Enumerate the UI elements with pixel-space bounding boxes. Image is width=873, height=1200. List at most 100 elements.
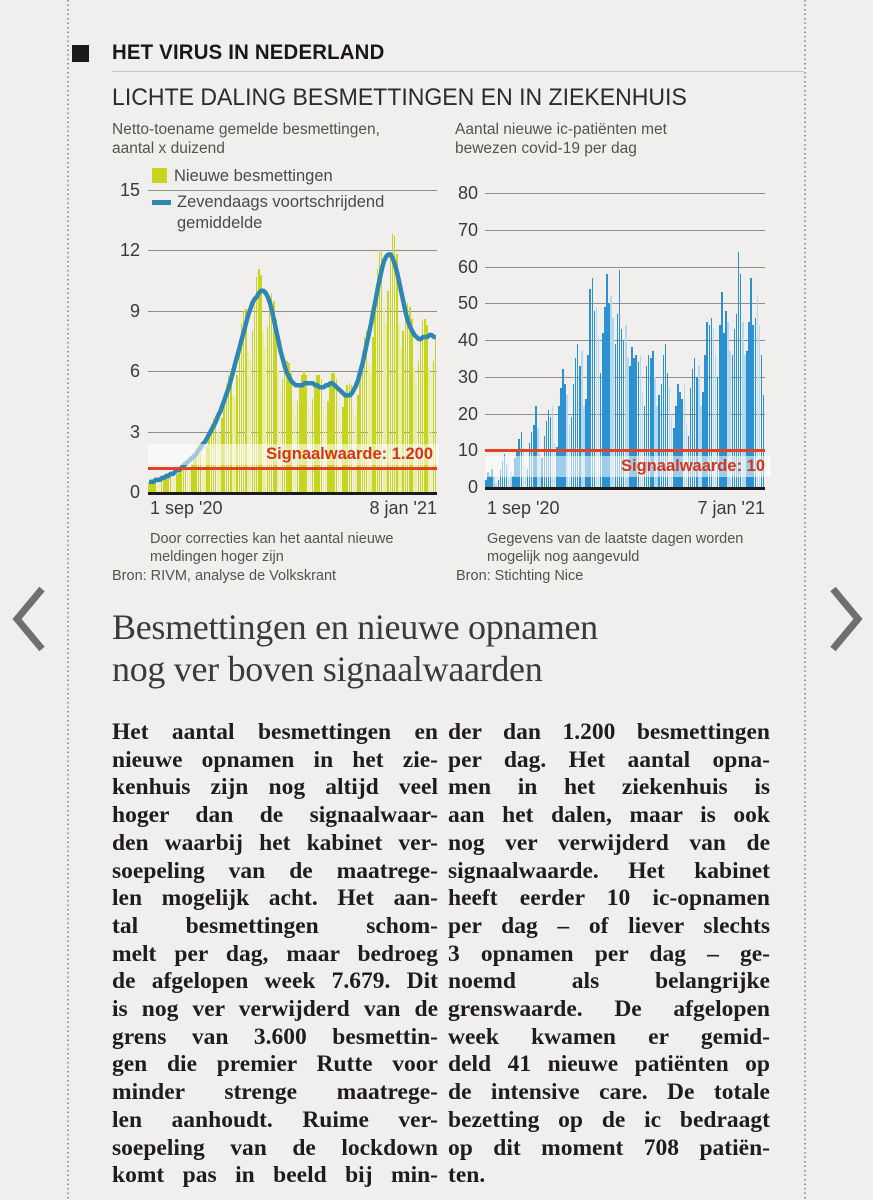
bar: [689, 387, 692, 487]
signal-value-line: [148, 466, 437, 470]
bar: [599, 373, 602, 487]
bar: [359, 371, 361, 492]
left-chart-note: Door correcties kan het aantal nieuwe me…: [150, 531, 394, 565]
bar: [393, 236, 396, 492]
article-column-left: Het aantal besmettingen en nieuwe opnamen…: [112, 719, 438, 1190]
body-line: heeft eerder 10 ic-opnamen: [448, 885, 770, 912]
bar: [348, 383, 351, 492]
bar: [758, 325, 761, 487]
bar: [727, 321, 729, 487]
bar: [277, 371, 279, 492]
body-line: gen die premier Rutte voor: [112, 1051, 438, 1078]
bar: [576, 343, 579, 487]
article-headline: Besmettingen en nieuwe opnamen nog ver b…: [112, 607, 598, 689]
bar: [629, 365, 631, 487]
bar: [173, 477, 176, 492]
body-line: de afgelopen week 7.679. Dit: [112, 968, 438, 995]
bar: [681, 398, 683, 487]
bar: [495, 483, 497, 487]
legend-label: Zevendaags voortschrijdend gemiddelde: [177, 193, 385, 232]
next-page-button[interactable]: [823, 583, 869, 655]
bar: [408, 306, 411, 492]
bar: [180, 465, 182, 492]
bar: [270, 292, 273, 492]
y-tick-label: 0: [467, 477, 478, 497]
signal-value-label: Signaalwaarde: 10: [485, 456, 771, 478]
bar: [719, 325, 721, 487]
y-tick-label: 60: [457, 256, 478, 277]
bar: [273, 300, 275, 492]
body-line: week kwamen er gemid-: [448, 1023, 770, 1050]
bar: [510, 472, 512, 487]
bar: [402, 330, 405, 492]
bar: [693, 358, 696, 487]
bar: [158, 483, 161, 492]
bar: [236, 375, 238, 492]
bar: [417, 361, 420, 492]
bar: [201, 453, 204, 492]
bar: [652, 351, 654, 487]
bar: [232, 395, 234, 492]
body-line: 3 opnamen per dag – ge-: [448, 940, 770, 967]
bar: [396, 254, 398, 492]
kicker-bullet-square: [72, 45, 89, 62]
bar: [696, 376, 698, 487]
bar: [668, 387, 671, 487]
bar: [526, 468, 529, 487]
legend-label: Nieuwe besmettingen: [174, 167, 333, 185]
bar: [178, 469, 180, 492]
y-tick-label: 10: [457, 440, 478, 461]
bar: [706, 321, 708, 487]
bar: [562, 369, 564, 487]
bar: [579, 365, 581, 487]
bar: [298, 385, 301, 492]
y-tick-label: 3: [129, 421, 140, 442]
body-line: per dag – of liever slechts: [448, 912, 770, 939]
bar: [710, 318, 713, 487]
bar: [406, 302, 409, 492]
bar: [551, 406, 554, 487]
bar: [493, 476, 495, 487]
bar: [266, 326, 269, 492]
bar: [748, 321, 750, 487]
body-line: der dan 1.200 besmettingen: [448, 719, 770, 745]
bar: [290, 373, 292, 492]
y-tick-label: 12: [119, 240, 140, 261]
left-chart-legend: Nieuwe besmettingen Zevendaags voortschr…: [152, 166, 384, 241]
bar: [685, 424, 688, 487]
bar: [712, 329, 715, 487]
bar: [245, 308, 247, 492]
bar: [533, 424, 535, 487]
bar: [171, 477, 174, 492]
bar: [154, 479, 157, 492]
bar: [752, 325, 754, 487]
bar: [242, 310, 245, 492]
bar: [182, 461, 185, 492]
bar: [700, 406, 702, 487]
bar: [305, 375, 307, 492]
bar: [637, 362, 640, 487]
bar: [497, 479, 500, 487]
bar: [398, 324, 400, 492]
body-line: melt per dag, maar bedroeg: [112, 940, 438, 967]
bar: [229, 371, 232, 492]
bar: [426, 324, 428, 492]
gridline: [485, 266, 765, 268]
bar: [391, 234, 394, 492]
bar: [574, 358, 577, 487]
bar: [320, 379, 323, 492]
previous-page-button[interactable]: [6, 583, 52, 655]
bar: [625, 325, 627, 487]
bar: [380, 250, 383, 492]
bar: [152, 479, 154, 492]
gridline: [485, 193, 765, 194]
bar: [400, 349, 402, 492]
y-tick-label: 0: [129, 482, 140, 502]
bar: [744, 354, 746, 487]
bar: [421, 320, 424, 492]
bar: [614, 343, 617, 487]
bar: [650, 358, 652, 487]
right-x-end-label: 7 jan '21: [697, 498, 766, 518]
bar: [160, 479, 163, 492]
bar: [731, 354, 734, 487]
